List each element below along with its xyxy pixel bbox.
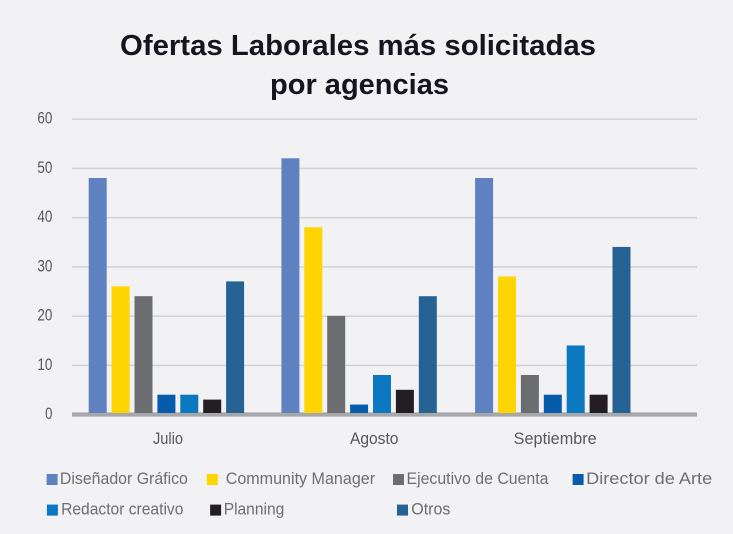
svg-text:Ofertas Laborales más solicita: Ofertas Laborales más solicitadas	[120, 30, 596, 62]
svg-text:60: 60	[37, 110, 52, 128]
svg-text:10: 10	[37, 356, 52, 374]
svg-text:50: 50	[37, 159, 52, 177]
svg-text:Agosto: Agosto	[350, 430, 399, 448]
svg-text:por agencias: por agencias	[270, 69, 449, 101]
svg-text:Redactor creativo: Redactor creativo	[61, 500, 183, 518]
svg-text:Diseñador Gráfico: Diseñador Gráfico	[60, 470, 188, 488]
svg-text:30: 30	[37, 257, 52, 275]
svg-text:Septiembre: Septiembre	[514, 430, 597, 448]
svg-text:Julio: Julio	[153, 430, 183, 448]
svg-text:0: 0	[45, 405, 52, 423]
svg-text:Director de Arte: Director de Arte	[586, 470, 712, 488]
svg-text:Community Manager: Community Manager	[226, 470, 376, 488]
svg-text:20: 20	[37, 307, 52, 325]
svg-text:Ejecutivo de Cuenta: Ejecutivo de Cuenta	[407, 470, 550, 488]
svg-text:Planning: Planning	[224, 500, 285, 518]
svg-text:40: 40	[37, 208, 52, 226]
svg-text:Otros: Otros	[411, 500, 450, 518]
